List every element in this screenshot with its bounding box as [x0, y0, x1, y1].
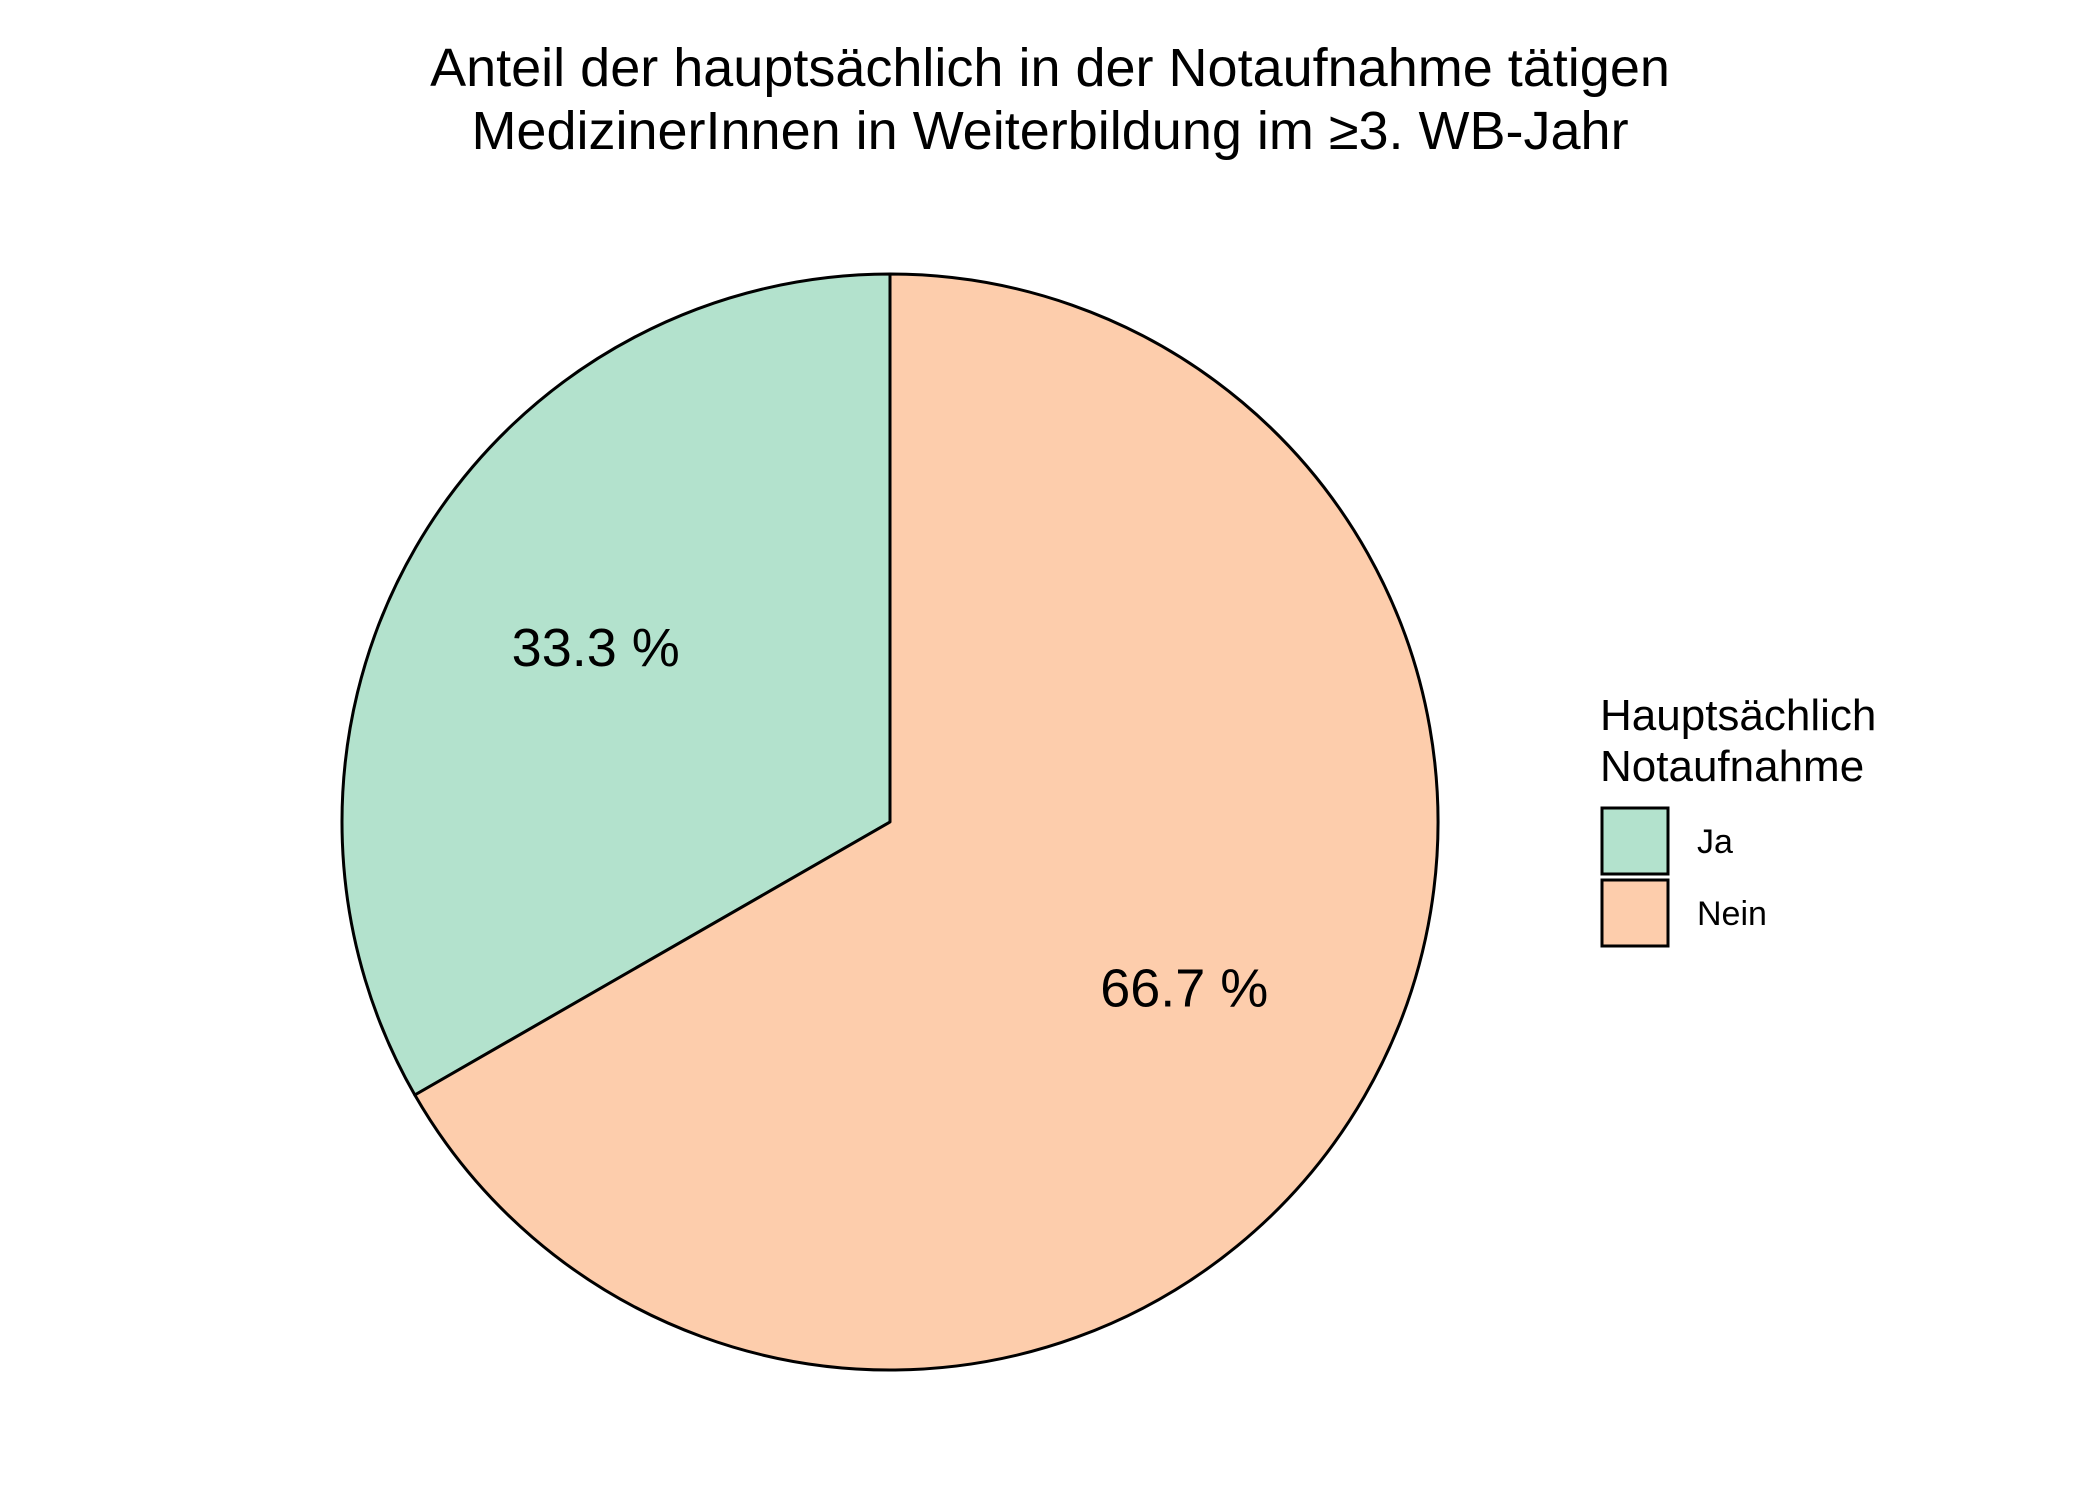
chart-title-line-2: MedizinerInnen in Weiterbildung im ≥3. W…: [471, 101, 1628, 161]
chart-title-line-1: Anteil der hauptsächlich in der Notaufna…: [430, 38, 1670, 98]
pie-slice-nein: [413, 272, 1440, 1372]
pie-slices: [340, 272, 1440, 1372]
legend: Hauptsächlich Notaufnahme Ja Nein: [1600, 691, 1876, 948]
pie-slice-ja: [340, 272, 892, 1097]
legend-label-ja: Ja: [1697, 823, 1733, 861]
legend-title-line-1: Hauptsächlich: [1600, 691, 1876, 740]
legend-swatch-nein: [1600, 878, 1670, 948]
slice-label-ja: 33.3 %: [512, 618, 680, 678]
legend-swatch-ja: [1600, 806, 1670, 876]
pie-labels: 33.3 % 66.7 %: [512, 618, 1269, 1019]
legend-title-line-2: Notaufnahme: [1600, 742, 1864, 791]
legend-label-nein: Nein: [1697, 895, 1767, 933]
slice-label-nein: 66.7 %: [1100, 959, 1268, 1019]
legend-items: Ja Nein: [1600, 806, 1767, 948]
